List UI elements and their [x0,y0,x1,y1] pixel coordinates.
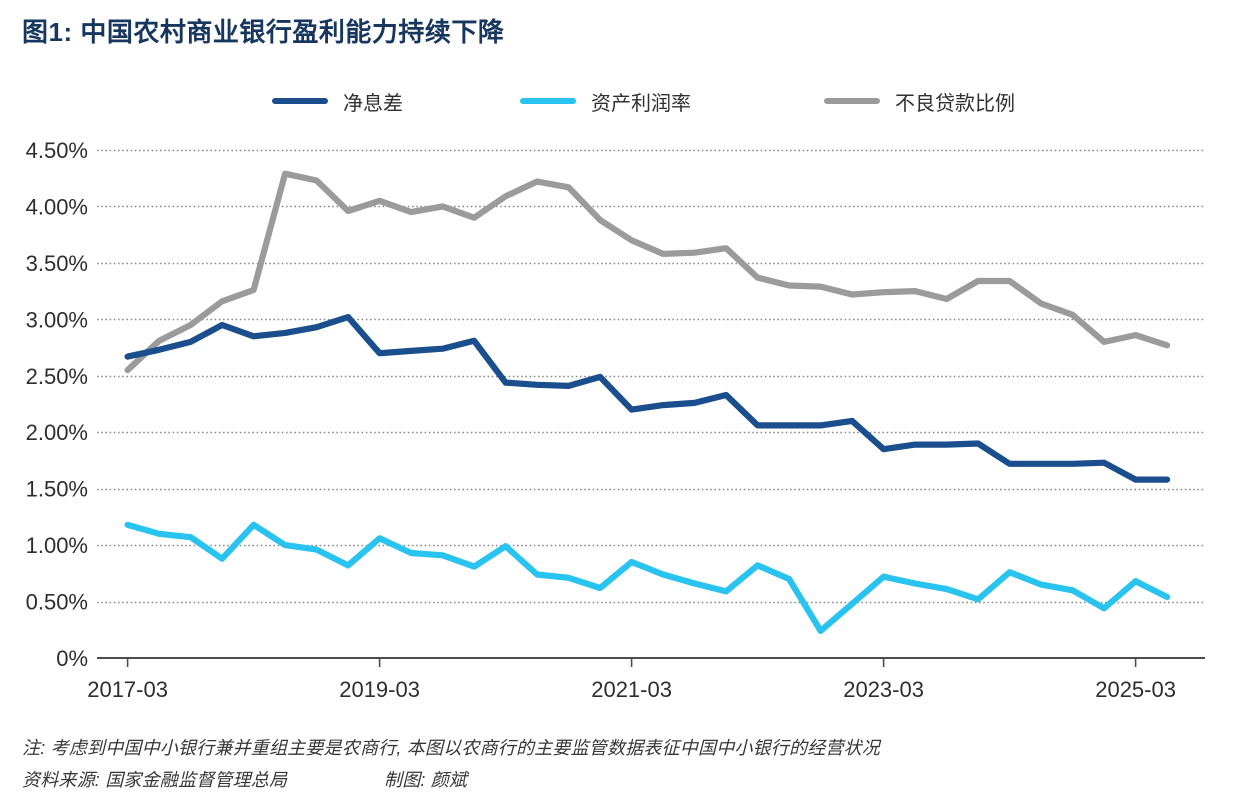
chart-footnote: 注: 考虑到中国中小银行兼并重组主要是农商行, 本图以农商行的主要监管数据表征中… [22,738,880,758]
y-axis-tick-label: 4.00% [26,194,88,219]
y-axis-tick-label: 4.50% [26,138,88,163]
legend-label: 不良贷款比例 [895,92,1015,115]
page-title: 图1: 中国农村商业银行盈利能力持续下降 [22,17,505,47]
x-axis-tick-label: 2023-03 [843,677,924,702]
x-axis-tick-label: 2021-03 [591,677,672,702]
chart-legend: 净息差 资产利润率 不良贷款比例 [0,88,1238,115]
y-axis-tick-label: 1.50% [26,477,88,502]
y-axis-tick-label: 3.00% [26,307,88,332]
legend-swatch-cyan-line [520,98,576,104]
y-axis-tick-label: 0.50% [26,590,88,615]
x-axis-tick-label: 2019-03 [339,677,420,702]
legend-swatch-navy-line [272,98,328,104]
legend-swatch-gray-line [824,98,880,104]
legend-item-return-on-assets: 资产利润率 [520,88,691,115]
series-line-npl [124,170,1171,374]
y-axis-tick-label: 2.00% [26,420,88,445]
y-axis-tick-label: 3.50% [26,251,88,276]
data-source-note: 资料来源: 国家金融监督管理总局 [22,770,288,790]
legend-item-net-interest-margin: 净息差 [272,88,403,115]
legend-item-npl-ratio: 不良贷款比例 [824,88,1015,115]
series-line-nim [124,314,1171,483]
y-axis-tick-label: 2.50% [26,364,88,389]
x-axis-tick-label: 2025-03 [1095,677,1176,702]
legend-label: 资产利润率 [591,92,691,115]
legend-label: 净息差 [343,92,403,115]
x-axis-tick-label: 2017-03 [87,677,168,702]
y-axis-tick-label: 1.00% [26,533,88,558]
series-line-roa [124,521,1171,635]
chart-credit-note: 制图: 颜斌 [384,770,468,790]
y-axis-tick-label: 0% [56,646,88,671]
